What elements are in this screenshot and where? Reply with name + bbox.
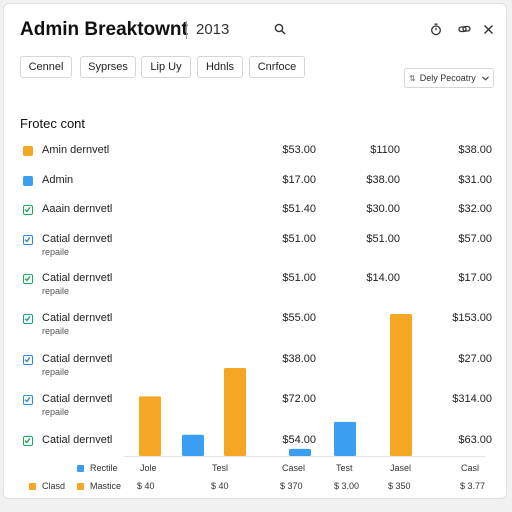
row-label: Admin (42, 174, 74, 186)
checkbox-checked-icon (23, 436, 33, 446)
chevron-down-icon (482, 73, 489, 83)
checkbox-checked-icon (23, 205, 33, 215)
link-icon[interactable] (456, 21, 472, 37)
row-label: Catial dernvetl (42, 312, 113, 324)
row-value-3: $32.00 (458, 203, 492, 215)
app-window: Admin Breaktownt 2013 Cennel Syprses Lip… (3, 3, 507, 499)
row-value-3: $314.00 (452, 393, 492, 405)
close-icon[interactable] (480, 21, 496, 37)
row-label: Catial dernvetl (42, 393, 113, 405)
color-swatch-icon (23, 146, 33, 156)
legend-clasd-label: Clasd (42, 481, 66, 491)
table-row[interactable]: Aaain dernvetl $51.40 $30.00 $32.00 (4, 203, 506, 233)
x-tick-label: Casel (282, 463, 306, 473)
legend-rectile-label: Rectile (90, 463, 118, 473)
row-sublabel: repaile (42, 286, 70, 296)
row-value-1: $51.00 (282, 272, 316, 284)
footer-value: $ 40 (211, 481, 229, 491)
row-sublabel: repaile (42, 326, 70, 336)
row-value-1: $55.00 (282, 312, 316, 324)
legend-rectile: Rectile (77, 463, 118, 473)
row-value-2: $30.00 (366, 203, 400, 215)
table-row[interactable]: Amin dernvetl $53.00 $1100 $38.00 (4, 144, 506, 174)
row-value-2: $38.00 (366, 174, 400, 186)
x-tick-label: Casl (461, 463, 480, 473)
table-row[interactable]: Catial dernvetl repaile $38.00 $27.00 (4, 353, 506, 383)
footer-value: $ 40 (137, 481, 155, 491)
chart-baseline (124, 456, 486, 457)
row-value-3: $31.00 (458, 174, 492, 186)
period-dropdown[interactable]: ⇅ Dely Pecoatry (404, 68, 494, 88)
footer-value: $ 350 (388, 481, 411, 491)
x-tick-label: Jasel (390, 463, 412, 473)
row-value-1: $54.00 (282, 434, 316, 446)
x-tick-label: Jole (140, 463, 157, 473)
footer-value: $ 3.77 (460, 481, 486, 491)
page-title: Admin Breaktownt (20, 19, 188, 40)
checkbox-checked-icon (23, 314, 33, 324)
color-swatch-icon (23, 176, 33, 186)
row-value-3: $153.00 (452, 312, 492, 324)
title-divider (186, 21, 187, 39)
row-value-1: $17.00 (282, 174, 316, 186)
x-tick-label: Test (336, 463, 353, 473)
row-label: Catial dernvetl (42, 353, 113, 365)
period-dropdown-label: Dely Pecoatry (419, 73, 476, 83)
timer-icon[interactable] (428, 21, 444, 37)
row-value-1: $38.00 (282, 353, 316, 365)
legend-rectile-swatch (77, 464, 84, 472)
footer-value: $ 370 (280, 481, 303, 491)
table-row[interactable]: Admin $17.00 $38.00 $31.00 (4, 174, 506, 204)
row-value-2: $14.00 (366, 272, 400, 284)
row-value-3: $17.00 (458, 272, 492, 284)
filter-chip-cennel[interactable]: Cennel (20, 56, 72, 78)
row-label: Catial dernvetl (42, 272, 113, 284)
table-row[interactable]: Catial dernvetl repaile $72.00 $314.00 (4, 393, 506, 423)
checkbox-checked-icon (23, 395, 33, 405)
year-label: 2013 (196, 21, 230, 38)
legend-mastice-swatch (77, 482, 84, 490)
row-value-1: $51.40 (282, 203, 316, 215)
legend-mastice-label: Mastice (90, 481, 122, 491)
row-value-3: $38.00 (458, 144, 492, 156)
sort-icon: ⇅ (409, 73, 416, 83)
checkbox-checked-icon (23, 274, 33, 284)
row-label: Aaain dernvetl (42, 203, 113, 215)
filter-chip-hdnls[interactable]: Hdnls (197, 56, 243, 78)
footer-value: $ 3.00 (334, 481, 360, 491)
legend-clasd: Clasd (29, 481, 65, 491)
filter-chip-syprses[interactable]: Syprses (80, 56, 136, 78)
row-sublabel: repaile (42, 367, 70, 377)
row-label: Catial dernvetl (42, 233, 113, 245)
row-label: Catial dernvetl (42, 434, 113, 446)
row-value-1: $53.00 (282, 144, 316, 156)
table-row[interactable]: Catial dernvetl $54.00 $63.00 (4, 434, 506, 464)
row-value-1: $72.00 (282, 393, 316, 405)
row-value-3: $63.00 (458, 434, 492, 446)
checkbox-checked-icon (23, 355, 33, 365)
row-sublabel: repaile (42, 407, 70, 417)
section-title: Frotec cont (20, 116, 86, 131)
table-row[interactable]: Catial dernvetl repaile $55.00 $153.00 (4, 312, 506, 342)
filter-chip-cnrfoce[interactable]: Cnrfoce (249, 56, 305, 78)
legend-clasd-swatch (29, 482, 36, 490)
filter-chip-lip-uy[interactable]: Lip Uy (141, 56, 191, 78)
search-icon[interactable] (272, 21, 288, 37)
checkbox-checked-icon (23, 235, 33, 245)
row-value-3: $27.00 (458, 353, 492, 365)
table-row[interactable]: Catial dernvetl repaile $51.00 $51.00 $57.00 (4, 233, 506, 263)
row-label: Amin dernvetl (42, 144, 110, 156)
row-sublabel: repaile (42, 247, 70, 257)
x-tick-label: Tesl (212, 463, 229, 473)
row-value-2: $51.00 (366, 233, 400, 245)
row-value-2: $1100 (370, 144, 400, 156)
row-value-1: $51.00 (282, 233, 316, 245)
row-value-3: $57.00 (458, 233, 492, 245)
table-row[interactable]: Catial dernvetl repaile $51.00 $14.00 $17.00 (4, 272, 506, 302)
legend-mastice: Mastice (77, 481, 121, 491)
